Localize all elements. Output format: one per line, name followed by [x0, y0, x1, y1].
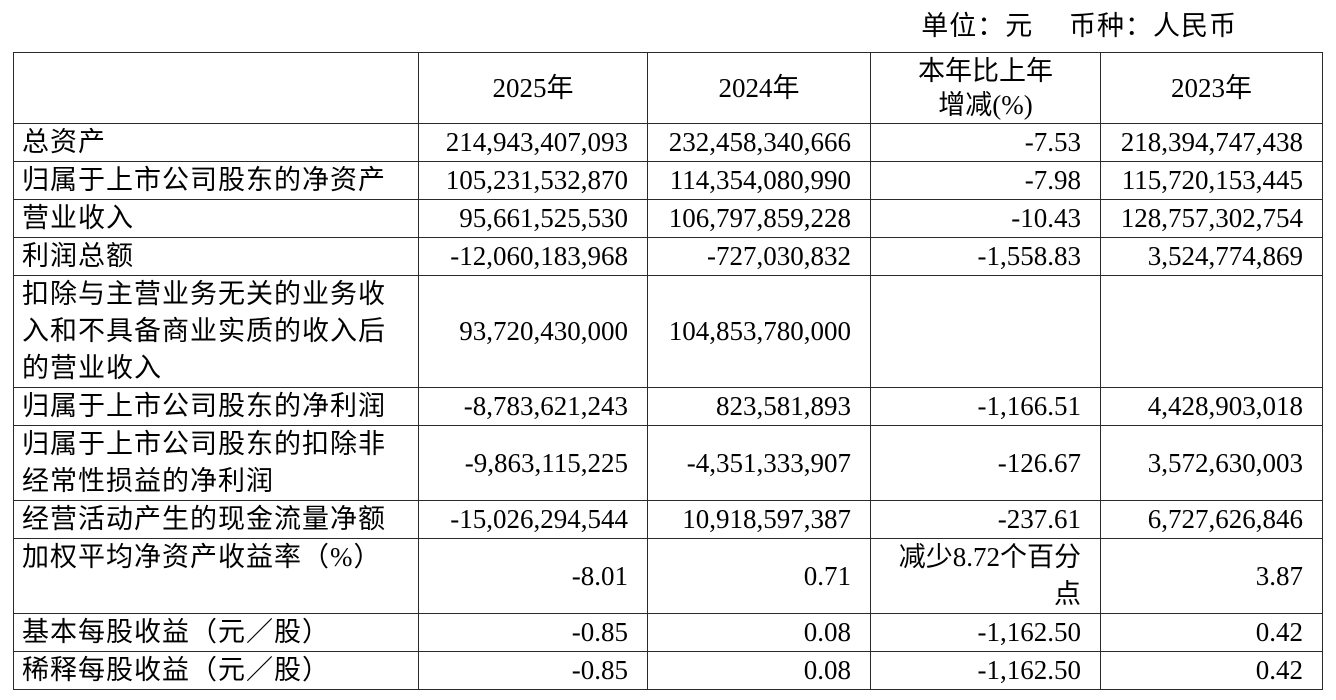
cell-2025: -8,783,621,243: [418, 387, 648, 426]
cell-change: [870, 275, 1101, 388]
cell-2025: 214,943,407,093: [418, 123, 648, 162]
column-header-2023: 2023年: [1100, 52, 1323, 124]
cell-2024: -727,030,832: [647, 237, 871, 276]
cell-2025: 105,231,532,870: [418, 161, 648, 200]
cell-change: 减少8.72个百分点: [870, 538, 1101, 614]
row-label: 总资产: [13, 123, 419, 162]
cell-2023: 3,524,774,869: [1100, 237, 1323, 276]
cell-change: -7.53: [870, 123, 1101, 162]
cell-2023: 115,720,153,445: [1100, 161, 1323, 200]
table-row-weighted-avg-roe: 加权平均净资产收益率（%） -8.01 0.71 减少8.72个百分点 3.87: [13, 538, 1323, 614]
cell-2024: 0.08: [647, 651, 871, 690]
cell-2024: 0.71: [647, 538, 871, 614]
cell-2023: 6,727,626,846: [1100, 500, 1323, 539]
column-header-change-line2: 增减(%): [938, 90, 1033, 120]
cell-2023: [1100, 275, 1323, 388]
cell-2025: -0.85: [418, 613, 648, 652]
row-label: 基本每股收益（元／股）: [13, 613, 419, 652]
cell-2024: 114,354,080,990: [647, 161, 871, 200]
table-row-operating-cash-flow: 经营活动产生的现金流量净额 -15,026,294,544 10,918,597…: [13, 500, 1323, 539]
cell-change: -126.67: [870, 425, 1101, 501]
cell-2024: -4,351,333,907: [647, 425, 871, 501]
cell-2024: 232,458,340,666: [647, 123, 871, 162]
cell-2025: -8.01: [418, 538, 648, 614]
cell-change: -1,558.83: [870, 237, 1101, 276]
cell-2025: 95,661,525,530: [418, 199, 648, 238]
cell-2024: 0.08: [647, 613, 871, 652]
cell-2023: 4,428,903,018: [1100, 387, 1323, 426]
cell-2025: -0.85: [418, 651, 648, 690]
cell-2024: 10,918,597,387: [647, 500, 871, 539]
header-row: 2025年 2024年 本年比上年 增减(%) 2023年: [13, 52, 1323, 124]
cell-2025: -12,060,183,968: [418, 237, 648, 276]
column-header-change: 本年比上年 增减(%): [870, 52, 1101, 124]
row-label: 归属于上市公司股东的扣除非经常性损益的净利润: [13, 425, 419, 501]
cell-2023: 3.87: [1100, 538, 1323, 614]
cell-change: -237.61: [870, 500, 1101, 539]
table-row-net-assets: 归属于上市公司股东的净资产 105,231,532,870 114,354,08…: [13, 161, 1323, 200]
table-row-adjusted-revenue: 扣除与主营业务无关的业务收入和不具备商业实质的收入后的营业收入 93,720,4…: [13, 275, 1323, 388]
table-row-operating-revenue: 营业收入 95,661,525,530 106,797,859,228 -10.…: [13, 199, 1323, 238]
key-financials-table: 2025年 2024年 本年比上年 增减(%) 2023年 总资产 214,94…: [13, 52, 1323, 690]
cell-2025: -9,863,115,225: [418, 425, 648, 501]
cell-2023: 218,394,747,438: [1100, 123, 1323, 162]
cell-2023: 3,572,630,003: [1100, 425, 1323, 501]
column-header-2024: 2024年: [647, 52, 871, 124]
table-row-total-profit: 利润总额 -12,060,183,968 -727,030,832 -1,558…: [13, 237, 1323, 276]
cell-change: -1,162.50: [870, 613, 1101, 652]
cell-2024: 106,797,859,228: [647, 199, 871, 238]
row-label: 归属于上市公司股东的净利润: [13, 387, 419, 426]
row-label: 利润总额: [13, 237, 419, 276]
column-header-2025: 2025年: [418, 52, 648, 124]
cell-2024: 104,853,780,000: [647, 275, 871, 388]
unit-currency-note: 单位：元 币种：人民币: [921, 11, 1237, 41]
row-label: 扣除与主营业务无关的业务收入和不具备商业实质的收入后的营业收入: [13, 275, 419, 388]
table-row-total-assets: 总资产 214,943,407,093 232,458,340,666 -7.5…: [13, 123, 1323, 162]
row-label: 营业收入: [13, 199, 419, 238]
row-label: 稀释每股收益（元／股）: [13, 651, 419, 690]
cell-2023: 128,757,302,754: [1100, 199, 1323, 238]
cell-change: -1,166.51: [870, 387, 1101, 426]
cell-2024: 823,581,893: [647, 387, 871, 426]
column-header-change-line1: 本年比上年: [918, 56, 1053, 86]
table-row-basic-eps: 基本每股收益（元／股） -0.85 0.08 -1,162.50 0.42: [13, 613, 1323, 652]
table-row-net-profit-excl-nonrecurring: 归属于上市公司股东的扣除非经常性损益的净利润 -9,863,115,225 -4…: [13, 425, 1323, 501]
cell-change: -7.98: [870, 161, 1101, 200]
cell-change: -1,162.50: [870, 651, 1101, 690]
cell-2025: 93,720,430,000: [418, 275, 648, 388]
cell-2025: -15,026,294,544: [418, 500, 648, 539]
cell-2023: 0.42: [1100, 651, 1323, 690]
column-header-blank: [13, 52, 419, 124]
cell-change: -10.43: [870, 199, 1101, 238]
table-row-diluted-eps: 稀释每股收益（元／股） -0.85 0.08 -1,162.50 0.42: [13, 651, 1323, 690]
row-label: 归属于上市公司股东的净资产: [13, 161, 419, 200]
row-label: 经营活动产生的现金流量净额: [13, 500, 419, 539]
table-row-net-profit: 归属于上市公司股东的净利润 -8,783,621,243 823,581,893…: [13, 387, 1323, 426]
cell-2023: 0.42: [1100, 613, 1323, 652]
row-label: 加权平均净资产收益率（%）: [13, 538, 419, 614]
